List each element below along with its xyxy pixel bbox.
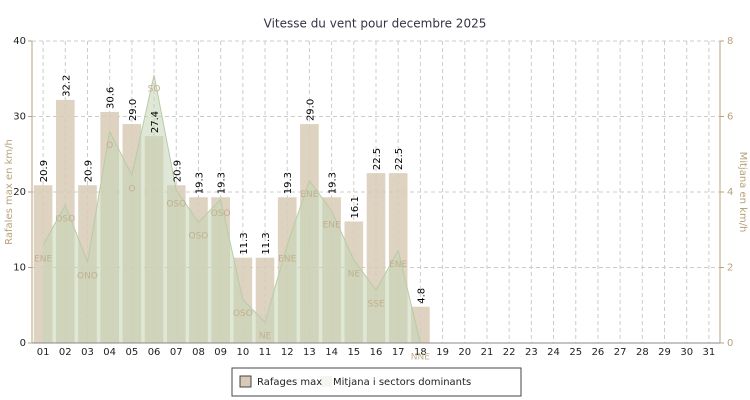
direction-label: NNE bbox=[411, 353, 430, 363]
x-tick-label: 05 bbox=[126, 347, 139, 358]
value-label: 19.3 bbox=[217, 172, 228, 194]
value-label: 16.1 bbox=[350, 196, 361, 218]
direction-label: ENE bbox=[300, 190, 318, 200]
direction-label: SO bbox=[148, 84, 161, 94]
x-tick-label: 11 bbox=[259, 347, 272, 358]
value-label: 11.3 bbox=[261, 232, 272, 254]
x-tick-label: 06 bbox=[148, 347, 161, 358]
value-label: 19.3 bbox=[328, 172, 339, 194]
value-label: 4.8 bbox=[416, 288, 427, 304]
x-tick-label: 25 bbox=[569, 347, 582, 358]
value-label: 22.5 bbox=[372, 148, 383, 170]
chart-title: Vitesse du vent pour decembre 2025 bbox=[264, 17, 487, 31]
direction-label: SSE bbox=[367, 300, 384, 310]
direction-label: OSO bbox=[189, 232, 209, 242]
x-tick-label: 08 bbox=[192, 347, 205, 358]
legend-swatch bbox=[321, 376, 332, 387]
direction-label: NE bbox=[348, 269, 361, 279]
y2-axis-label: Mitjana en km/h bbox=[737, 152, 748, 233]
value-label: 19.3 bbox=[283, 172, 294, 194]
x-tick-label: 24 bbox=[547, 347, 560, 358]
x-tick-label: 23 bbox=[525, 347, 538, 358]
y-tick-label: 30 bbox=[13, 112, 26, 123]
x-tick-label: 09 bbox=[214, 347, 227, 358]
value-label: 20.9 bbox=[172, 160, 183, 182]
x-tick-label: 28 bbox=[636, 347, 649, 358]
y-tick-label: 40 bbox=[13, 36, 26, 47]
x-tick-label: 01 bbox=[37, 347, 50, 358]
direction-label: OSO bbox=[55, 215, 75, 225]
x-tick-label: 10 bbox=[236, 347, 249, 358]
value-label: 29.0 bbox=[305, 99, 316, 121]
direction-label: ENE bbox=[278, 254, 296, 264]
direction-label: ENE bbox=[323, 220, 341, 230]
value-label: 22.5 bbox=[394, 148, 405, 170]
value-label: 27.4 bbox=[150, 111, 161, 133]
x-tick-label: 15 bbox=[347, 347, 360, 358]
direction-label: OSO bbox=[233, 309, 253, 319]
x-tick-label: 13 bbox=[303, 347, 316, 358]
x-tick-label: 04 bbox=[103, 347, 116, 358]
legend-swatch bbox=[239, 375, 252, 388]
area-line bbox=[42, 74, 421, 344]
x-tick-label: 26 bbox=[592, 347, 605, 358]
legend-label: Mitjana i sectors dominants bbox=[333, 377, 471, 388]
x-tick-label: 20 bbox=[458, 347, 471, 358]
x-tick-label: 27 bbox=[614, 347, 627, 358]
direction-label: ENE bbox=[34, 254, 52, 264]
x-tick-label: 29 bbox=[658, 347, 671, 358]
value-label: 29.0 bbox=[128, 99, 139, 121]
y-tick-label: 20 bbox=[13, 187, 26, 198]
value-label: 11.3 bbox=[239, 232, 250, 254]
y2-tick-label: 6 bbox=[727, 112, 733, 123]
direction-label: ONO bbox=[77, 271, 98, 281]
x-tick-label: 18 bbox=[414, 347, 427, 358]
value-label: 19.3 bbox=[194, 172, 205, 194]
x-tick-label: 22 bbox=[503, 347, 516, 358]
x-tick-label: 19 bbox=[436, 347, 449, 358]
y-axis-label: Rafales max en km/h bbox=[4, 139, 15, 245]
value-label: 30.6 bbox=[106, 87, 117, 109]
value-label: 20.9 bbox=[39, 160, 50, 182]
direction-label: OSO bbox=[211, 209, 231, 219]
value-label: 32.2 bbox=[61, 75, 72, 97]
x-tick-label: 02 bbox=[59, 347, 72, 358]
x-tick-label: 12 bbox=[281, 347, 294, 358]
direction-label: NE bbox=[259, 332, 272, 342]
area-fill bbox=[43, 74, 421, 343]
x-tick-label: 31 bbox=[703, 347, 716, 358]
x-tick-label: 03 bbox=[81, 347, 94, 358]
x-tick-label: 21 bbox=[481, 347, 494, 358]
direction-label: O bbox=[106, 141, 113, 151]
x-tick-label: 14 bbox=[325, 347, 338, 358]
direction-label: ENE bbox=[389, 260, 407, 270]
y2-tick-label: 8 bbox=[727, 36, 733, 47]
direction-label: OSO bbox=[166, 200, 186, 210]
legend-label: Rafages max bbox=[257, 377, 322, 388]
y2-tick-label: 0 bbox=[727, 338, 733, 349]
value-label: 20.9 bbox=[83, 160, 94, 182]
y-tick-label: 10 bbox=[13, 263, 26, 274]
x-tick-label: 16 bbox=[370, 347, 383, 358]
y2-tick-label: 4 bbox=[727, 187, 733, 198]
legend-box bbox=[231, 367, 522, 397]
x-tick-label: 30 bbox=[680, 347, 693, 358]
x-tick-label: 07 bbox=[170, 347, 183, 358]
x-tick-label: 17 bbox=[392, 347, 405, 358]
y2-tick-label: 2 bbox=[727, 263, 733, 274]
direction-label: O bbox=[128, 185, 135, 195]
y-tick-label: 0 bbox=[20, 338, 26, 349]
